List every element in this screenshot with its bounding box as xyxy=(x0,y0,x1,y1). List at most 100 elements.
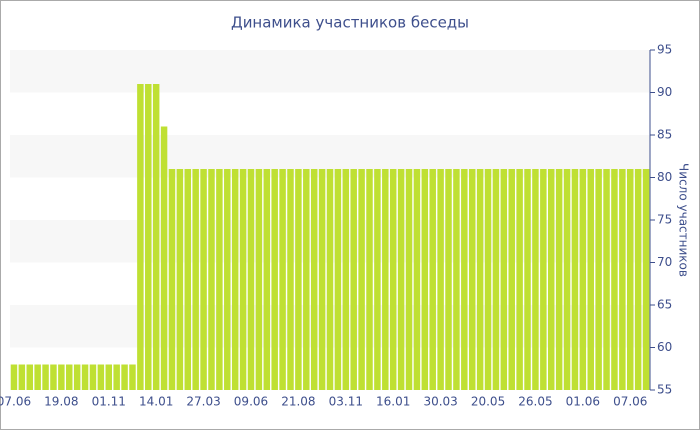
x-tick-label: 07.06 xyxy=(613,395,647,409)
bar xyxy=(437,169,444,390)
bar xyxy=(152,84,160,390)
x-tick-label: 01.06 xyxy=(566,395,600,409)
bar xyxy=(208,169,215,390)
bar xyxy=(500,169,508,390)
bar xyxy=(97,364,105,390)
x-tick-label: 19.08 xyxy=(44,395,78,409)
y-tick-label: 65 xyxy=(657,298,672,312)
bar xyxy=(587,169,594,390)
bar xyxy=(287,169,294,390)
bar xyxy=(255,169,263,390)
bar xyxy=(445,169,452,390)
bar xyxy=(547,169,555,390)
bar xyxy=(468,169,476,390)
bar xyxy=(453,169,460,390)
bar xyxy=(137,84,144,390)
bar xyxy=(540,169,547,390)
bar xyxy=(429,169,436,390)
bar xyxy=(619,169,626,390)
x-tick-label: 07.06 xyxy=(0,395,31,409)
bar xyxy=(492,169,500,390)
x-tick-label: 27.03 xyxy=(186,395,220,409)
chart-title: Динамика участников беседы xyxy=(231,14,469,32)
y-tick-label: 95 xyxy=(657,43,672,57)
bar xyxy=(105,364,113,390)
bar xyxy=(358,169,365,390)
bar xyxy=(263,169,271,390)
bar xyxy=(295,169,302,390)
x-tick-label: 16.01 xyxy=(376,395,410,409)
bar xyxy=(555,169,563,390)
y-axis-title: Число участников xyxy=(677,163,691,277)
bar xyxy=(524,169,531,390)
x-tick-label: 26.05 xyxy=(518,395,552,409)
bar xyxy=(66,364,73,390)
y-tick-label: 90 xyxy=(657,85,672,99)
bar xyxy=(303,169,310,390)
bar xyxy=(318,169,326,390)
bar xyxy=(532,169,539,390)
bar xyxy=(389,169,397,390)
bar xyxy=(579,169,587,390)
bar xyxy=(50,364,57,390)
bar xyxy=(18,364,26,390)
x-tick-label: 09.06 xyxy=(234,395,268,409)
bar xyxy=(113,364,120,390)
y-tick-label: 80 xyxy=(657,170,672,184)
bar xyxy=(81,364,89,390)
bar xyxy=(129,364,136,390)
bar xyxy=(200,169,207,390)
bar xyxy=(192,169,199,390)
bar xyxy=(413,169,421,390)
bar xyxy=(216,169,223,390)
bar xyxy=(634,169,642,390)
bar xyxy=(145,84,152,390)
bar xyxy=(603,169,610,390)
bar xyxy=(224,169,231,390)
x-tick-label: 03.11 xyxy=(329,395,363,409)
bar xyxy=(397,169,405,390)
bar xyxy=(168,169,176,390)
bar xyxy=(34,364,41,390)
x-tick-label: 21.08 xyxy=(281,395,315,409)
bar xyxy=(279,169,286,390)
bar xyxy=(342,169,350,390)
x-tick-label: 20.05 xyxy=(471,395,505,409)
bar xyxy=(176,169,184,390)
y-tick-label: 60 xyxy=(657,340,672,354)
bar xyxy=(350,169,357,390)
bar xyxy=(611,169,618,390)
y-tick-label: 55 xyxy=(657,383,672,397)
bar xyxy=(571,169,579,390)
bar xyxy=(160,126,168,390)
bar xyxy=(239,169,247,390)
y-tick-label: 75 xyxy=(657,213,672,227)
bar xyxy=(642,169,650,390)
bar xyxy=(374,169,381,390)
bar xyxy=(508,169,515,390)
y-tick-label: 70 xyxy=(657,255,672,269)
bar xyxy=(563,169,571,390)
grid-band xyxy=(10,50,650,93)
bar xyxy=(271,169,278,390)
bar xyxy=(247,169,255,390)
bar xyxy=(184,169,192,390)
bar xyxy=(310,169,318,390)
bar xyxy=(405,169,413,390)
y-tick-label: 85 xyxy=(657,128,672,142)
bar xyxy=(326,169,334,390)
bar xyxy=(42,364,49,390)
bar xyxy=(10,364,18,390)
bar xyxy=(334,169,342,390)
bar xyxy=(627,169,634,390)
bar xyxy=(516,169,523,390)
bar xyxy=(421,169,429,390)
x-tick-label: 01.11 xyxy=(92,395,126,409)
bar xyxy=(89,364,97,390)
bar xyxy=(231,169,239,390)
bar xyxy=(26,364,33,390)
bar xyxy=(461,169,468,390)
bar xyxy=(595,169,602,390)
bar xyxy=(476,169,484,390)
